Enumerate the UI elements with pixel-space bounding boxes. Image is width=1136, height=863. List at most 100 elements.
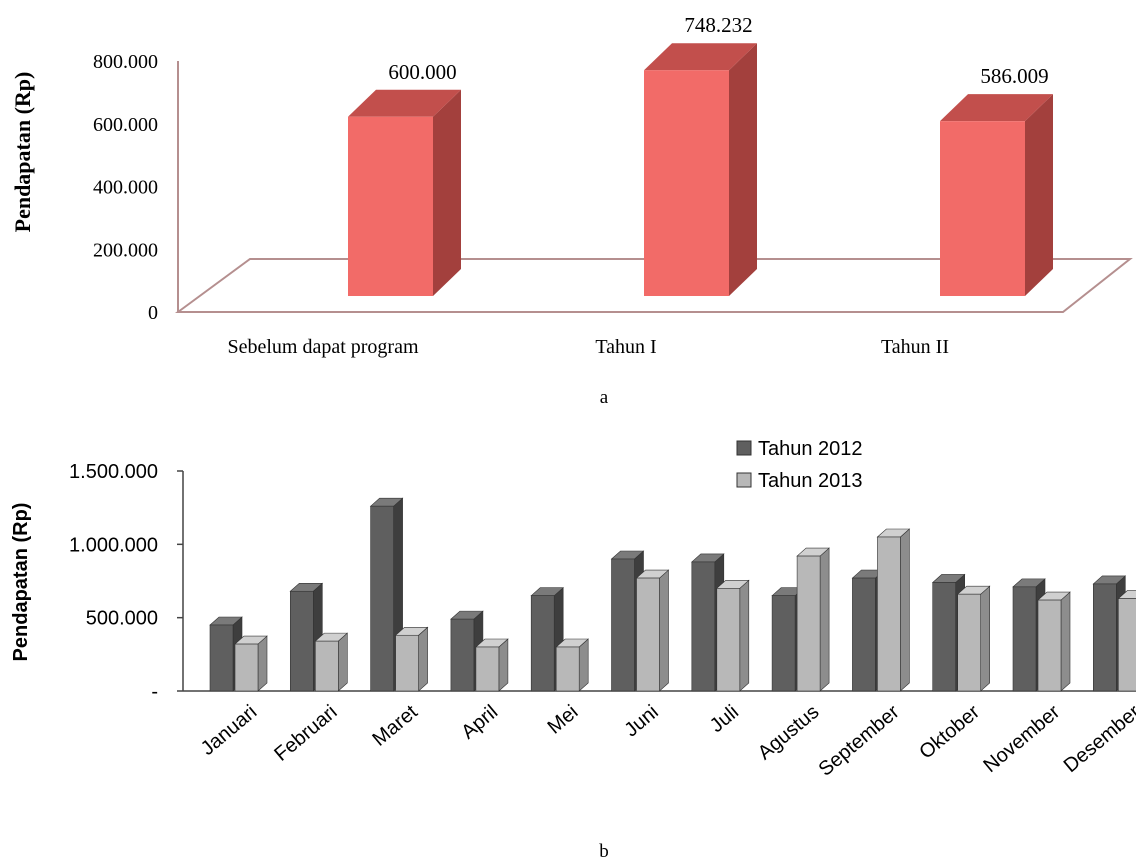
- bar-side: [337, 632, 348, 692]
- bar-agustus-tahun-2013: [796, 547, 830, 692]
- bar-sebelum-dapat-program: 600.000: [348, 60, 461, 296]
- bar-face: [716, 588, 741, 692]
- bar-side: [729, 43, 757, 296]
- y-tick-label: 200.000: [93, 239, 158, 261]
- x-tick-label: Desember: [1060, 701, 1136, 777]
- bar-face: [450, 618, 475, 692]
- y-tick-label: 1.000.000: [69, 534, 158, 556]
- chart-a-y-ticks: 0 200.000 400.000 600.000 800.000: [93, 51, 158, 324]
- data-label: 586.009: [980, 64, 1048, 88]
- x-tick-label: Sebelum dapat program: [227, 336, 418, 358]
- x-tick-label: April: [457, 701, 502, 744]
- y-tick-label: 800.000: [93, 51, 158, 73]
- x-tick-label: Oktober: [915, 701, 984, 764]
- bar-januari-tahun-2013: [234, 635, 268, 692]
- y-tick-label: 1.500.000: [69, 461, 158, 483]
- bar-face: [796, 555, 821, 692]
- bar-side: [418, 626, 428, 692]
- x-tick-label: September: [815, 701, 904, 781]
- bar-top: [644, 43, 757, 71]
- bar-side: [578, 638, 589, 692]
- bar-side: [980, 585, 991, 692]
- y-tick-label: 500.000: [86, 608, 158, 630]
- bar-top: [348, 89, 461, 117]
- bar-side: [739, 579, 750, 692]
- bar-top: [940, 94, 1053, 122]
- bar-maret-tahun-2013: [394, 626, 429, 692]
- chart-b-x-ticks: Januari Februari Maret April Mei Juni Juli Agus…: [197, 701, 1136, 781]
- x-tick-label: Januari: [197, 701, 261, 760]
- bar-februari-tahun-2013: [314, 632, 349, 692]
- y-tick-label: 600.000: [93, 114, 158, 136]
- bar-face: [289, 590, 314, 692]
- chart-a: Pendapatan (Rp) 0 200.000 400.000 600.000 80…: [10, 13, 1133, 408]
- chart-a-bars: 600.000 748.232 586.009: [348, 13, 1053, 296]
- bar-november-tahun-2013: [1037, 591, 1071, 692]
- bar-face: [932, 582, 957, 692]
- chart-b-caption: b: [599, 841, 609, 862]
- y-tick-label: -: [151, 681, 158, 703]
- bar-face: [1037, 599, 1062, 692]
- bar-side: [498, 638, 509, 692]
- x-tick-label: Maret: [369, 701, 423, 751]
- bar-face: [395, 634, 419, 692]
- bar-side: [659, 569, 669, 692]
- chart-b-legend: Tahun 2012 Tahun 2013: [736, 438, 863, 492]
- bar-face: [314, 640, 339, 692]
- x-tick-label: Februari: [270, 701, 341, 766]
- x-tick-label: Juli: [706, 701, 743, 737]
- bar-face: [209, 624, 234, 692]
- bar-april-tahun-2013: [475, 638, 509, 692]
- bar-side: [257, 635, 268, 692]
- bar-side: [900, 528, 910, 692]
- bar-face: [1093, 583, 1117, 692]
- bar-side: [433, 89, 461, 296]
- bar-face: [1012, 586, 1037, 692]
- bar-face: [1118, 598, 1136, 692]
- legend-swatch-tahun-2012: [736, 440, 752, 456]
- chart-a-x-ticks: Sebelum dapat program Tahun I Tahun II: [227, 336, 949, 358]
- x-tick-label: Tahun II: [881, 336, 949, 358]
- x-tick-label: Tahun I: [595, 336, 656, 358]
- bar-face: [611, 558, 635, 692]
- legend-label-tahun-2013: Tahun 2013: [758, 470, 863, 492]
- chart-b-y-ticks: - 500.000 1.000.000 1.500.000: [69, 461, 183, 703]
- bar-face: [691, 561, 716, 692]
- bar-juli-tahun-2013: [716, 579, 750, 692]
- bar-face: [370, 505, 394, 692]
- legend-label-tahun-2012: Tahun 2012: [758, 438, 863, 460]
- chart-a-caption: a: [600, 387, 609, 408]
- chart-b-bars: [209, 497, 1136, 692]
- y-tick-label: 0: [148, 302, 158, 324]
- bar-face: [234, 643, 259, 692]
- data-label: 748.232: [684, 13, 752, 37]
- bar-tahun-ii: 586.009: [940, 64, 1053, 296]
- bar-face: [644, 70, 729, 296]
- bar-face: [940, 121, 1025, 296]
- bar-face: [957, 593, 982, 692]
- x-tick-label: Agustus: [754, 701, 824, 764]
- y-tick-label: 400.000: [93, 177, 158, 199]
- chart-a-y-axis-label: Pendapatan (Rp): [10, 72, 35, 233]
- bar-side: [1060, 591, 1071, 692]
- bar-juni-tahun-2013: [635, 569, 670, 692]
- x-tick-label: November: [979, 701, 1064, 777]
- chart-b-y-axis-label: Pendapatan (Rp): [10, 503, 32, 662]
- legend-swatch-tahun-2013: [736, 472, 752, 488]
- bar-face: [636, 577, 660, 692]
- data-label: 600.000: [388, 60, 456, 84]
- bar-tahun-i: 748.232: [644, 13, 757, 296]
- bar-oktober-tahun-2013: [956, 585, 991, 692]
- bar-mei-tahun-2013: [555, 638, 589, 692]
- bar-side: [819, 547, 830, 692]
- chart-b: Pendapatan (Rp) - 500.000 1.000.000 1.500.0…: [10, 438, 1136, 862]
- x-tick-label: Mei: [544, 701, 583, 739]
- bar-face: [877, 536, 901, 692]
- bar-side: [1025, 94, 1053, 296]
- bar-face: [852, 577, 876, 692]
- bar-face: [530, 595, 555, 692]
- x-tick-label: Juni: [620, 701, 662, 741]
- bar-face: [475, 646, 500, 692]
- bar-desember-tahun-2013: [1117, 590, 1136, 692]
